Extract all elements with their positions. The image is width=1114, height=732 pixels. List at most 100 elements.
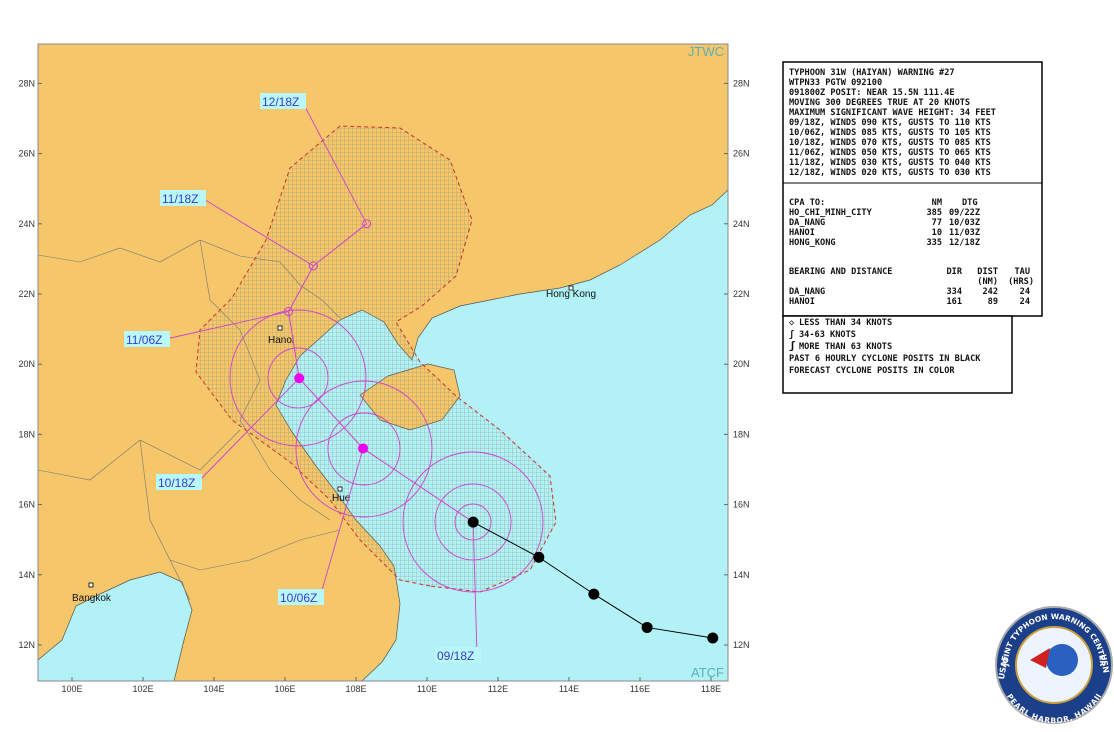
info-text: PAST 6 HOURLY CYCLONE POSITS IN BLACK	[789, 354, 981, 364]
forecast-label: 09/18Z	[437, 649, 474, 663]
label-leader	[472, 522, 478, 656]
forecast-label: 12/18Z	[262, 95, 299, 109]
info-text: 334	[946, 287, 962, 297]
label-leader	[301, 100, 368, 225]
info-text: 24	[1020, 297, 1030, 307]
forecast-track	[288, 223, 474, 523]
lat-label: 24N	[733, 219, 750, 229]
lon-label: 102E	[132, 684, 153, 694]
past-position	[588, 588, 600, 600]
info-text: 11/03Z	[949, 228, 980, 238]
forecast-label: 11/06Z	[126, 333, 162, 347]
info-text: TYPHOON 31W (HAIYAN) WARNING #27	[789, 68, 955, 78]
info-text: MORE THAN 63 KNOTS	[799, 342, 892, 352]
lat-label: 26N	[733, 149, 750, 159]
lat-label: 14N	[733, 570, 750, 580]
info-text: HANOI	[789, 228, 815, 238]
info-box	[782, 61, 1043, 317]
lon-label: 104E	[203, 684, 224, 694]
forecast-label: 10/06Z	[280, 591, 317, 605]
info-text: 12/18Z, WINDS 020 KTS, GUSTS TO 030 KTS	[789, 168, 991, 178]
legend-box	[782, 315, 1013, 394]
info-text: 09/18Z, WINDS 090 KTS, GUSTS TO 110 KTS	[789, 118, 991, 128]
legend-icon: ʃ	[789, 330, 794, 340]
lon-label: 112E	[488, 684, 508, 694]
info-text: NM	[932, 198, 942, 208]
legend-icon: ʃ	[789, 339, 796, 352]
lat-label: 18N	[18, 429, 35, 439]
info-text: HANOI	[789, 297, 815, 307]
seal: JOINT TYPHOON WARNING CENTER PEARL HARBO…	[995, 606, 1113, 725]
info-text: MOVING 300 DEGREES TRUE AT 20 KNOTS	[789, 98, 970, 108]
wind-radii	[229, 309, 544, 593]
forecast-position	[467, 516, 479, 528]
label-bg	[260, 93, 306, 109]
lat-label: 14N	[18, 570, 35, 580]
info-text: MAXIMUM SIGNIFICANT WAVE HEIGHT: 34 FEET	[789, 108, 996, 118]
info-text: DA_NANG	[789, 287, 825, 297]
label-leader	[201, 197, 314, 267]
info-text: 24	[1020, 287, 1030, 297]
info-text: 11/18Z, WINDS 030 KTS, GUSTS TO 040 KTS	[789, 158, 991, 168]
info-text: 335	[926, 238, 942, 248]
info-text: (HRS)	[1008, 277, 1034, 287]
gulf-of-thailand	[38, 571, 193, 681]
lat-label: 20N	[733, 359, 750, 369]
info-text: 091800Z POSIT: NEAR 15.5N 111.4E	[789, 88, 955, 98]
forecast-position	[308, 261, 318, 271]
map	[38, 44, 728, 681]
info-text: 11/06Z, WINDS 050 KTS, GUSTS TO 065 KTS	[789, 148, 991, 158]
info-text: 242	[982, 287, 998, 297]
info-text: 10	[932, 228, 942, 238]
seal-left: USAF	[997, 655, 1010, 680]
info-text: 161	[946, 297, 962, 307]
lat-label: 22N	[18, 289, 35, 299]
info-text: 10/03Z	[949, 218, 980, 228]
lat-label: 20N	[18, 359, 35, 369]
forecast-position	[362, 219, 372, 229]
lat-label: 24N	[18, 219, 35, 229]
lat-label: 16N	[733, 500, 750, 510]
agency: JTWC	[688, 44, 724, 59]
forecast-position	[284, 307, 294, 317]
forecast-position	[358, 443, 369, 454]
place-label: Hanoi	[268, 335, 294, 346]
lat-label: 22N	[733, 289, 750, 299]
forecast-label: 10/18Z	[158, 476, 195, 490]
label-bg	[435, 647, 481, 663]
info-text: 77	[932, 218, 942, 228]
seal-right: USN	[1098, 653, 1110, 673]
info-text: 89	[988, 297, 998, 307]
place-dot	[277, 325, 283, 331]
label-bg	[160, 190, 206, 206]
lat-label: 12N	[733, 640, 750, 650]
info-text: DIST	[977, 267, 998, 277]
place-dot	[88, 582, 94, 588]
label-bg	[278, 589, 324, 605]
info-text: 09/22Z	[949, 208, 980, 218]
place-dot	[568, 285, 574, 291]
info-text: 10/18Z, WINDS 070 KTS, GUSTS TO 085 KTS	[789, 138, 991, 148]
lon-label: 106E	[274, 684, 295, 694]
label-leader	[165, 311, 289, 340]
forecast-label: 11/18Z	[162, 192, 198, 206]
lon-label: 116E	[630, 684, 650, 694]
lat-label: 26N	[18, 149, 35, 159]
lat-label: 12N	[18, 640, 35, 650]
info-text: DA_NANG	[789, 218, 825, 228]
danger-area	[195, 125, 557, 593]
lat-label: 16N	[18, 500, 35, 510]
info-text: WTPN33 PGTW 092100	[789, 78, 882, 88]
info-text: HONG_KONG	[789, 238, 836, 248]
label-bg	[156, 474, 202, 490]
info-text: DIR	[946, 267, 962, 277]
source: ATCF	[691, 665, 724, 680]
info-text: LESS THAN 34 KNOTS	[799, 318, 892, 328]
past-position	[641, 621, 653, 633]
past-position	[533, 551, 545, 563]
lat-label: 28N	[18, 78, 35, 88]
lon-label: 110E	[417, 684, 437, 694]
info-text: 10/06Z, WINDS 085 KTS, GUSTS TO 105 KTS	[789, 128, 991, 138]
info-text: 34-63 KNOTS	[799, 330, 856, 340]
